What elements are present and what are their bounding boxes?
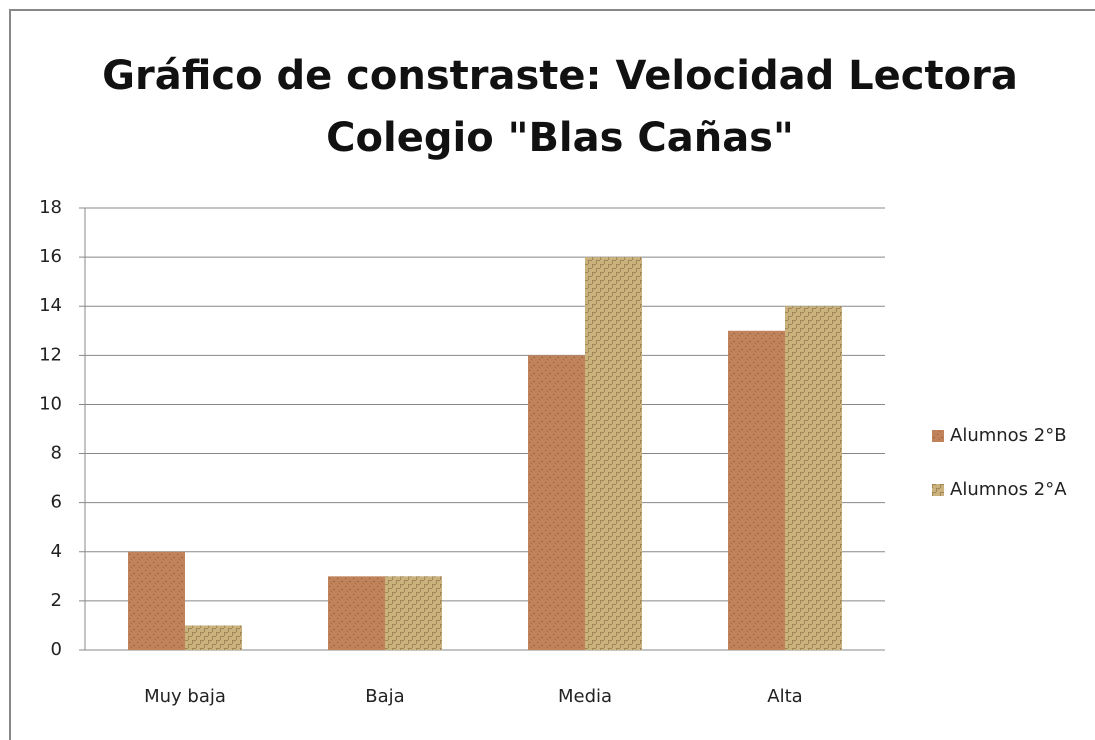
chart-title: Gráfico de constraste: Velocidad Lectora [102,53,1018,99]
bar [585,257,642,650]
legend-swatch [932,484,944,496]
bar [728,330,785,650]
chart-title: Colegio "Blas Cañas" [326,115,794,161]
y-tick-label: 12 [39,344,62,365]
bar [185,625,242,650]
legend-swatch [932,430,944,442]
legend-label: Alumnos 2°B [950,425,1067,446]
y-tick-label: 8 [51,443,62,464]
y-tick-label: 6 [51,492,62,513]
y-tick-label: 10 [39,393,62,414]
y-tick-label: 14 [39,295,62,316]
bar [528,355,585,650]
x-tick-label: Alta [767,686,802,707]
y-tick-label: 2 [51,590,62,611]
y-tick-label: 18 [39,197,62,218]
bar [128,551,185,650]
chart-frame [9,9,1095,740]
legend-label: Alumnos 2°A [950,479,1067,500]
bar [328,576,385,650]
x-tick-label: Media [558,686,612,707]
y-tick-label: 4 [51,541,62,562]
y-tick-label: 0 [51,639,62,660]
x-tick-label: Muy baja [144,686,226,707]
y-tick-label: 16 [39,246,62,267]
bar [785,306,842,650]
x-tick-label: Baja [365,686,404,707]
bar [385,576,442,650]
